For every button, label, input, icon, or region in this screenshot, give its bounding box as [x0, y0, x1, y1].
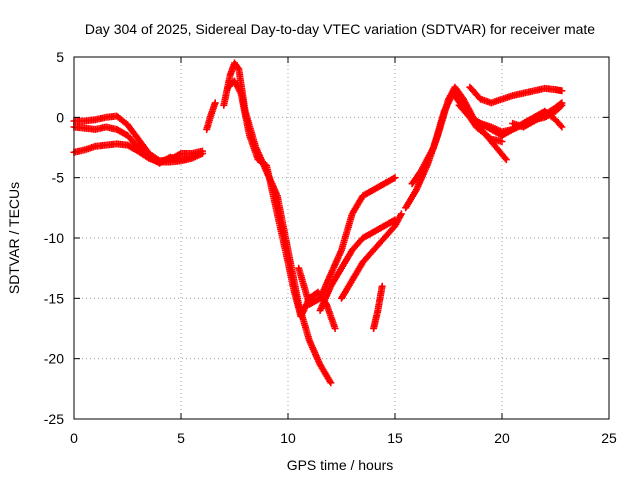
- series-track-4: [203, 99, 219, 133]
- y-tick-label: -25: [44, 411, 64, 427]
- series-track-7: [295, 174, 399, 308]
- series-track-8: [316, 216, 399, 314]
- x-tick-label: 20: [494, 430, 510, 446]
- x-axis-label: GPS time / hours: [287, 457, 394, 473]
- y-axis-label: SDTVAR / TECUs: [6, 182, 22, 294]
- data-point-markers: [203, 99, 219, 133]
- series-track-16: [509, 99, 566, 131]
- x-tick-label: 25: [601, 430, 617, 446]
- data-point-markers: [338, 210, 405, 302]
- y-tick-label: 0: [56, 109, 64, 125]
- data-points: [70, 59, 566, 387]
- data-point-markers: [295, 174, 399, 308]
- y-tick-label: 5: [56, 49, 64, 65]
- series-track-10: [370, 282, 386, 332]
- y-tick-label: -5: [52, 170, 65, 186]
- axis-ticks: 0 5 10 15 20 25 -25 -20 -15 -10 -5 0 5: [44, 49, 617, 446]
- data-point-markers: [466, 83, 566, 107]
- y-tick-label: -10: [44, 230, 64, 246]
- x-tick-label: 0: [70, 430, 78, 446]
- y-tick-label: -15: [44, 290, 64, 306]
- x-tick-label: 5: [177, 430, 185, 446]
- series-track-9: [338, 210, 405, 302]
- series-track-13: [466, 83, 566, 107]
- data-point-markers: [370, 282, 386, 332]
- chart-title: Day 304 of 2025, Sidereal Day-to-day VTE…: [85, 21, 595, 37]
- x-tick-label: 10: [280, 430, 296, 446]
- y-tick-label: -20: [44, 351, 64, 367]
- data-point-markers: [316, 216, 399, 314]
- data-point-markers: [509, 99, 566, 131]
- x-tick-label: 15: [387, 430, 403, 446]
